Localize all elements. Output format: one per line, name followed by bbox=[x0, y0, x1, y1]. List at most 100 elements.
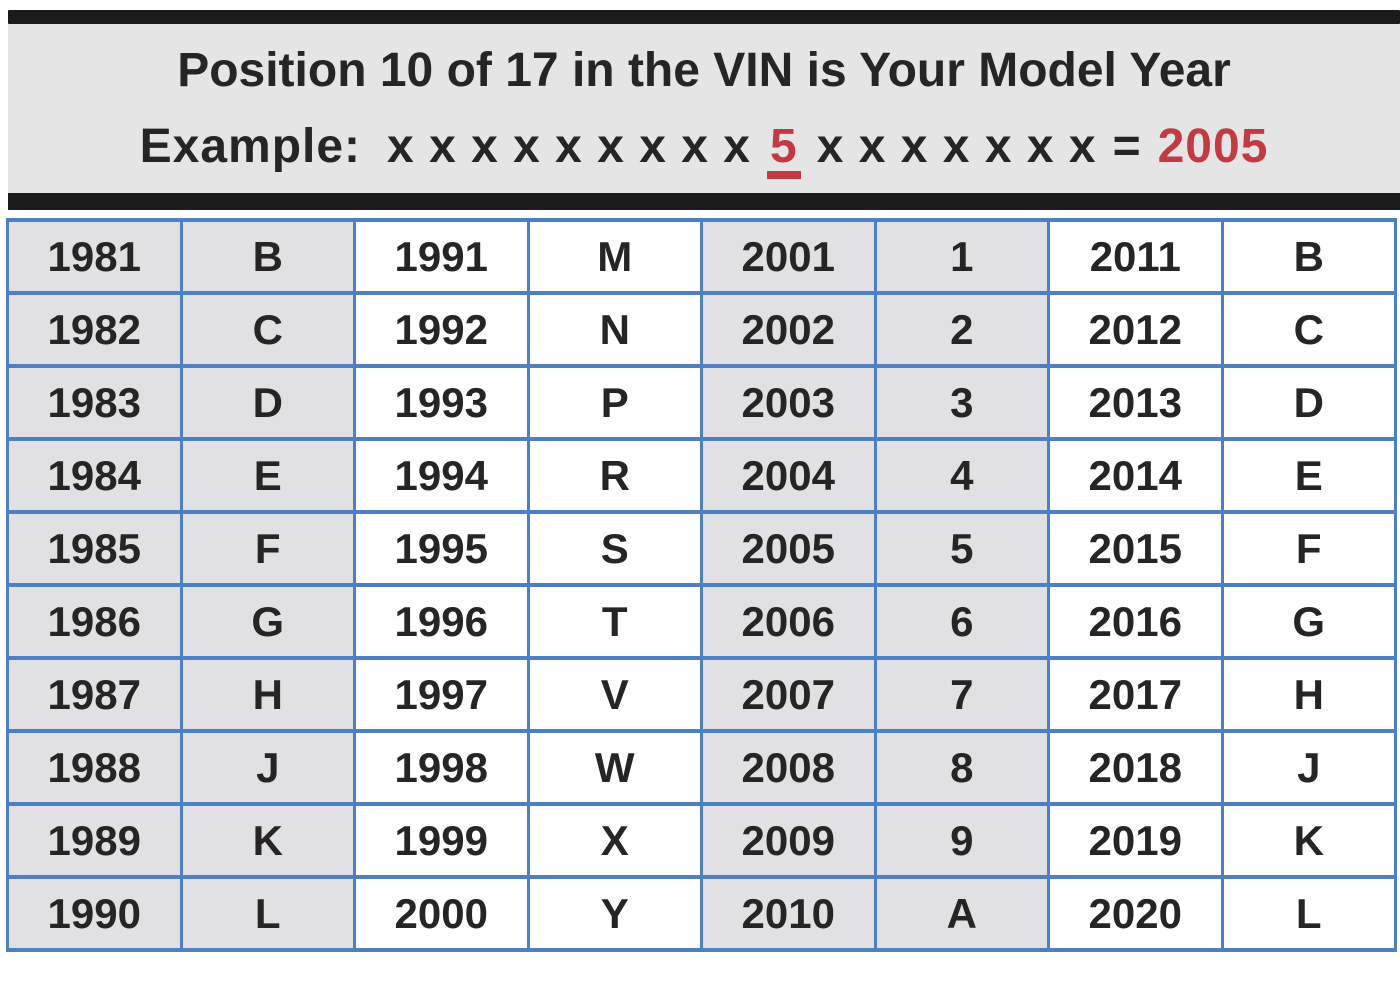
code-cell: W bbox=[526, 729, 703, 806]
code-cell: A bbox=[873, 875, 1050, 952]
code-cell: 2 bbox=[873, 291, 1050, 368]
code-cell: 1 bbox=[873, 218, 1050, 295]
table-row: 1987 H 1997 V 2007 7 2017 H bbox=[6, 656, 1397, 733]
vin-year-table-wrap: 1981 B 1991 M 2001 1 2011 B 1982 C 1992 N 2002 2 2012 C… bbox=[6, 218, 1397, 952]
table-row: 1985 F 1995 S 2005 5 2015 F bbox=[6, 510, 1397, 587]
year-cell: 1998 bbox=[353, 729, 530, 806]
year-cell: 1985 bbox=[6, 510, 183, 587]
year-cell: 2000 bbox=[353, 875, 530, 952]
year-cell: 2004 bbox=[700, 437, 877, 514]
code-cell: F bbox=[179, 510, 356, 587]
year-cell: 2014 bbox=[1047, 437, 1224, 514]
code-cell: 7 bbox=[873, 656, 1050, 733]
code-cell: N bbox=[526, 291, 703, 368]
example-line: Example: x x x x x x x x x 5 x x x x x x… bbox=[140, 110, 1269, 184]
table-row: 1982 C 1992 N 2002 2 2012 C bbox=[6, 291, 1397, 368]
year-cell: 2006 bbox=[700, 583, 877, 660]
year-cell: 2005 bbox=[700, 510, 877, 587]
table-row: 1989 K 1999 X 2009 9 2019 K bbox=[6, 802, 1397, 879]
year-cell: 2011 bbox=[1047, 218, 1224, 295]
year-cell: 2018 bbox=[1047, 729, 1224, 806]
code-cell: F bbox=[1220, 510, 1397, 587]
table-row: 1981 B 1991 M 2001 1 2011 B bbox=[6, 218, 1397, 295]
year-cell: 1989 bbox=[6, 802, 183, 879]
year-cell: 1981 bbox=[6, 218, 183, 295]
year-cell: 2015 bbox=[1047, 510, 1224, 587]
example-result-year: 2005 bbox=[1157, 119, 1269, 173]
top-black-bar bbox=[8, 10, 1400, 24]
code-cell: E bbox=[179, 437, 356, 514]
code-cell: R bbox=[526, 437, 703, 514]
year-cell: 2019 bbox=[1047, 802, 1224, 879]
example-equals-sign: = bbox=[1112, 119, 1142, 173]
code-cell: 3 bbox=[873, 364, 1050, 441]
year-cell: 1992 bbox=[353, 291, 530, 368]
year-cell: 1987 bbox=[6, 656, 183, 733]
year-cell: 1994 bbox=[353, 437, 530, 514]
year-cell: 2017 bbox=[1047, 656, 1224, 733]
code-cell: L bbox=[179, 875, 356, 952]
year-cell: 1996 bbox=[353, 583, 530, 660]
code-cell: 5 bbox=[873, 510, 1050, 587]
example-position-digit: 5 bbox=[766, 122, 801, 179]
year-cell: 1988 bbox=[6, 729, 183, 806]
code-cell: P bbox=[526, 364, 703, 441]
code-cell: K bbox=[1220, 802, 1397, 879]
year-cell: 1991 bbox=[353, 218, 530, 295]
code-cell: 6 bbox=[873, 583, 1050, 660]
code-cell: L bbox=[1220, 875, 1397, 952]
year-cell: 2012 bbox=[1047, 291, 1224, 368]
code-cell: X bbox=[526, 802, 703, 879]
table-row: 1990 L 2000 Y 2010 A 2020 L bbox=[6, 875, 1397, 952]
year-cell: 2001 bbox=[700, 218, 877, 295]
code-cell: D bbox=[1220, 364, 1397, 441]
code-cell: G bbox=[179, 583, 356, 660]
example-label: Example: bbox=[139, 119, 362, 173]
code-cell: Y bbox=[526, 875, 703, 952]
page-title: Position 10 of 17 in the VIN is Your Mod… bbox=[177, 43, 1231, 97]
year-cell: 2008 bbox=[700, 729, 877, 806]
code-cell: J bbox=[1220, 729, 1397, 806]
table-row: 1988 J 1998 W 2008 8 2018 J bbox=[6, 729, 1397, 806]
year-cell: 1995 bbox=[353, 510, 530, 587]
year-cell: 2009 bbox=[700, 802, 877, 879]
code-cell: 9 bbox=[873, 802, 1050, 879]
year-cell: 1982 bbox=[6, 291, 183, 368]
code-cell: J bbox=[179, 729, 356, 806]
code-cell: D bbox=[179, 364, 356, 441]
code-cell: C bbox=[1220, 291, 1397, 368]
code-cell: V bbox=[526, 656, 703, 733]
header-band: Position 10 of 17 in the VIN is Your Mod… bbox=[8, 24, 1400, 193]
code-cell: K bbox=[179, 802, 356, 879]
vin-year-table: 1981 B 1991 M 2001 1 2011 B 1982 C 1992 N 2002 2 2012 C… bbox=[6, 218, 1397, 952]
vin-year-table-body: 1981 B 1991 M 2001 1 2011 B 1982 C 1992 N 2002 2 2012 C… bbox=[6, 218, 1397, 952]
year-cell: 2020 bbox=[1047, 875, 1224, 952]
code-cell: C bbox=[179, 291, 356, 368]
code-cell: G bbox=[1220, 583, 1397, 660]
year-cell: 1984 bbox=[6, 437, 183, 514]
year-cell: 1990 bbox=[6, 875, 183, 952]
table-row: 1986 G 1996 T 2006 6 2016 G bbox=[6, 583, 1397, 660]
code-cell: T bbox=[526, 583, 703, 660]
year-cell: 1983 bbox=[6, 364, 183, 441]
code-cell: M bbox=[526, 218, 703, 295]
year-cell: 2013 bbox=[1047, 364, 1224, 441]
year-cell: 2003 bbox=[700, 364, 877, 441]
code-cell: B bbox=[179, 218, 356, 295]
year-cell: 2016 bbox=[1047, 583, 1224, 660]
scanned-vin-chart-page: Position 10 of 17 in the VIN is Your Mod… bbox=[6, 10, 1400, 952]
code-cell: 8 bbox=[873, 729, 1050, 806]
code-cell: E bbox=[1220, 437, 1397, 514]
code-cell: B bbox=[1220, 218, 1397, 295]
code-cell: 4 bbox=[873, 437, 1050, 514]
code-cell: S bbox=[526, 510, 703, 587]
year-cell: 1997 bbox=[353, 656, 530, 733]
year-cell: 2002 bbox=[700, 291, 877, 368]
table-row: 1984 E 1994 R 2004 4 2014 E bbox=[6, 437, 1397, 514]
year-cell: 1986 bbox=[6, 583, 183, 660]
example-xs-before: x x x x x x x x x bbox=[387, 119, 751, 173]
code-cell: H bbox=[179, 656, 356, 733]
code-cell: H bbox=[1220, 656, 1397, 733]
year-cell: 1999 bbox=[353, 802, 530, 879]
year-cell: 2010 bbox=[700, 875, 877, 952]
